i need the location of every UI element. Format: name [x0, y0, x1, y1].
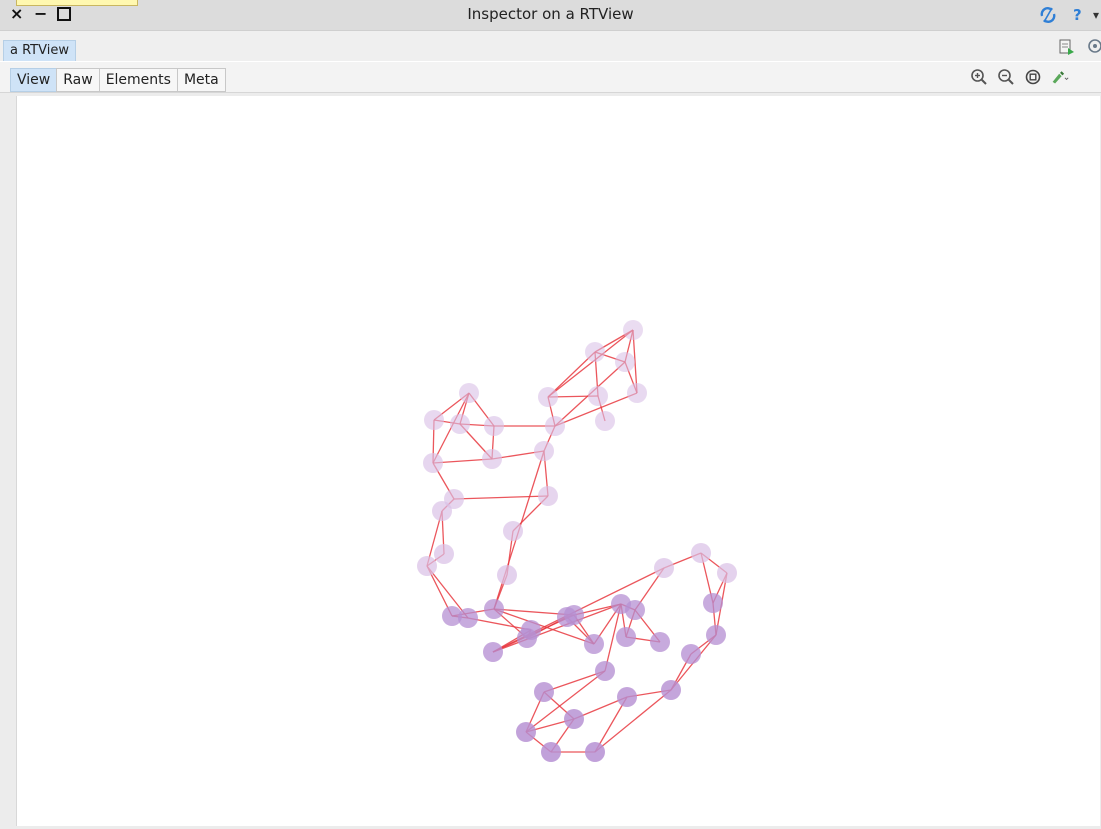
- edit-script-icon[interactable]: [1058, 38, 1076, 60]
- graph-node[interactable]: [654, 558, 674, 578]
- graph-node[interactable]: [588, 386, 608, 406]
- tab-raw[interactable]: Raw: [56, 68, 99, 92]
- graph-node[interactable]: [424, 410, 444, 430]
- graph-edge: [547, 351, 596, 398]
- nodes-layer: [417, 320, 737, 762]
- graph-node[interactable]: [417, 556, 437, 576]
- close-icon[interactable]: ×: [10, 4, 24, 23]
- graph-edge: [543, 670, 606, 693]
- graph-node[interactable]: [483, 642, 503, 662]
- graph-node[interactable]: [458, 608, 478, 628]
- roassal-canvas[interactable]: [16, 96, 1100, 826]
- zoom-in-icon[interactable]: [970, 68, 988, 86]
- graph-node[interactable]: [627, 383, 647, 403]
- graph-node[interactable]: [450, 414, 470, 434]
- graph-node[interactable]: [661, 680, 681, 700]
- graph-edge: [594, 689, 672, 753]
- graph-node[interactable]: [516, 722, 536, 742]
- graph-node[interactable]: [706, 625, 726, 645]
- browse-icon[interactable]: [1087, 38, 1101, 58]
- graph-node[interactable]: [691, 543, 711, 563]
- graph-edge: [554, 392, 638, 427]
- refresh-icon[interactable]: [1038, 5, 1058, 30]
- window-title: Inspector on a RTView: [467, 5, 634, 23]
- maximize-icon[interactable]: [57, 7, 71, 21]
- graph-node[interactable]: [616, 627, 636, 647]
- graph-node[interactable]: [595, 411, 615, 431]
- pen-tool-icon[interactable]: [1051, 68, 1069, 86]
- graph-node[interactable]: [434, 544, 454, 564]
- graph-node[interactable]: [703, 593, 723, 613]
- graph-node[interactable]: [564, 709, 584, 729]
- graph-node[interactable]: [681, 644, 701, 664]
- graph-node[interactable]: [538, 387, 558, 407]
- graph-node[interactable]: [497, 565, 517, 585]
- graph-edge: [594, 696, 628, 753]
- graph-node[interactable]: [432, 501, 452, 521]
- graph-node[interactable]: [534, 682, 554, 702]
- graph-node[interactable]: [585, 342, 605, 362]
- graph-node[interactable]: [534, 441, 554, 461]
- graph-edge: [426, 565, 469, 619]
- graph-node[interactable]: [423, 453, 443, 473]
- graph-node[interactable]: [650, 632, 670, 652]
- help-icon[interactable]: ?: [1073, 6, 1082, 24]
- view-panel: [0, 93, 1101, 829]
- graph-edge: [525, 670, 606, 733]
- graph-node[interactable]: [623, 320, 643, 340]
- graph-node[interactable]: [541, 742, 561, 762]
- graph-view[interactable]: [17, 96, 1100, 826]
- presentation-tabs: View Raw Elements Meta: [10, 68, 226, 92]
- graph-node[interactable]: [517, 628, 537, 648]
- graph-edge: [547, 329, 634, 398]
- zoom-out-icon[interactable]: [997, 68, 1015, 86]
- graph-edge: [467, 617, 532, 631]
- graph-node[interactable]: [538, 486, 558, 506]
- graph-node[interactable]: [615, 352, 635, 372]
- graph-edge: [492, 603, 622, 653]
- graph-node[interactable]: [545, 416, 565, 436]
- graph-edge: [604, 603, 622, 672]
- graph-node[interactable]: [595, 661, 615, 681]
- object-tab[interactable]: a RTView: [3, 40, 76, 61]
- graph-node[interactable]: [484, 416, 504, 436]
- tab-view[interactable]: View: [10, 68, 57, 92]
- tab-meta[interactable]: Meta: [176, 68, 226, 92]
- window-menu-icon[interactable]: ▾: [1093, 8, 1100, 22]
- graph-node[interactable]: [617, 687, 637, 707]
- yellow-tab-marker: [16, 0, 138, 6]
- zoom-reset-icon[interactable]: [1024, 68, 1042, 86]
- graph-node[interactable]: [503, 521, 523, 541]
- graph-node[interactable]: [584, 634, 604, 654]
- graph-node[interactable]: [564, 605, 584, 625]
- graph-node[interactable]: [585, 742, 605, 762]
- view-tools: [970, 68, 1069, 86]
- minimize-icon[interactable]: −: [34, 4, 48, 23]
- window-titlebar: × − Inspector on a RTView ? ▾: [0, 0, 1101, 31]
- graph-node[interactable]: [717, 563, 737, 583]
- graph-edge: [453, 495, 549, 500]
- presentation-tabs-bar: View Raw Elements Meta: [0, 62, 1101, 93]
- graph-node[interactable]: [625, 600, 645, 620]
- graph-node[interactable]: [442, 606, 462, 626]
- graph-node[interactable]: [482, 449, 502, 469]
- object-toolbar: a RTView: [0, 31, 1101, 61]
- graph-node[interactable]: [484, 599, 504, 619]
- graph-node[interactable]: [459, 383, 479, 403]
- graph-edge: [632, 329, 638, 394]
- tab-elements[interactable]: Elements: [98, 68, 177, 92]
